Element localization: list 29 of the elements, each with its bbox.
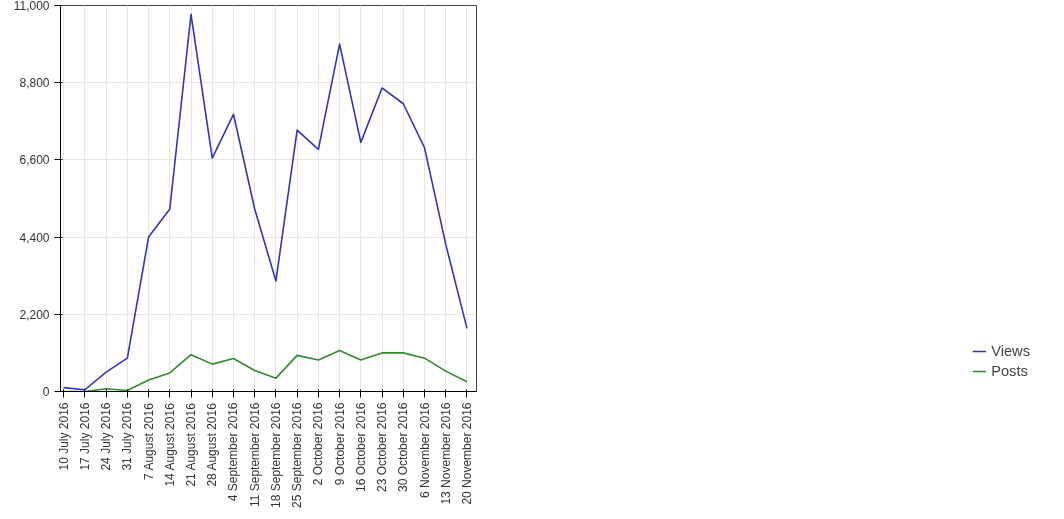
y-tick-label: 0	[42, 385, 50, 399]
x-tick-label: 31 July 2016	[120, 402, 135, 471]
x-tick-label: 9 October 2016	[332, 402, 347, 486]
x-tick-label: 20 November 2016	[459, 402, 474, 505]
x-tick-label: 4 September 2016	[226, 402, 241, 502]
x-tick-label: 6 November 2016	[417, 402, 432, 498]
x-tick-label: 2 October 2016	[311, 402, 326, 486]
line-series	[62, 13, 468, 391]
y-tick-label: 6,600	[19, 153, 50, 168]
x-tick-label: 21 August 2016	[184, 402, 199, 487]
x-tick-label: 16 October 2016	[353, 402, 368, 492]
x-tick-label: 23 October 2016	[375, 402, 390, 492]
legend-label: Views	[991, 343, 1030, 359]
y-tick-label: 4,400	[19, 230, 50, 245]
x-tick-label: 18 September 2016	[268, 402, 283, 508]
y-tick-label: 2,200	[19, 307, 50, 322]
x-tick-label: 13 November 2016	[438, 402, 453, 505]
x-tick-label: 28 August 2016	[205, 402, 220, 487]
x-tick-label: 14 August 2016	[162, 402, 177, 487]
x-tick-label: 25 September 2016	[290, 402, 305, 508]
x-tick-label: 10 July 2016	[56, 402, 71, 471]
x-tick-label: 17 July 2016	[77, 402, 92, 471]
x-tick-label: 24 July 2016	[99, 402, 114, 471]
x-tick-label: 7 August 2016	[141, 402, 156, 480]
y-tick-label: 8,800	[19, 76, 50, 91]
legend-label: Posts	[991, 363, 1028, 379]
x-tick-label: 11 September 2016	[247, 402, 262, 508]
y-tick-label: 11,000	[13, 0, 50, 13]
x-tick-label: 30 October 2016	[396, 402, 411, 492]
